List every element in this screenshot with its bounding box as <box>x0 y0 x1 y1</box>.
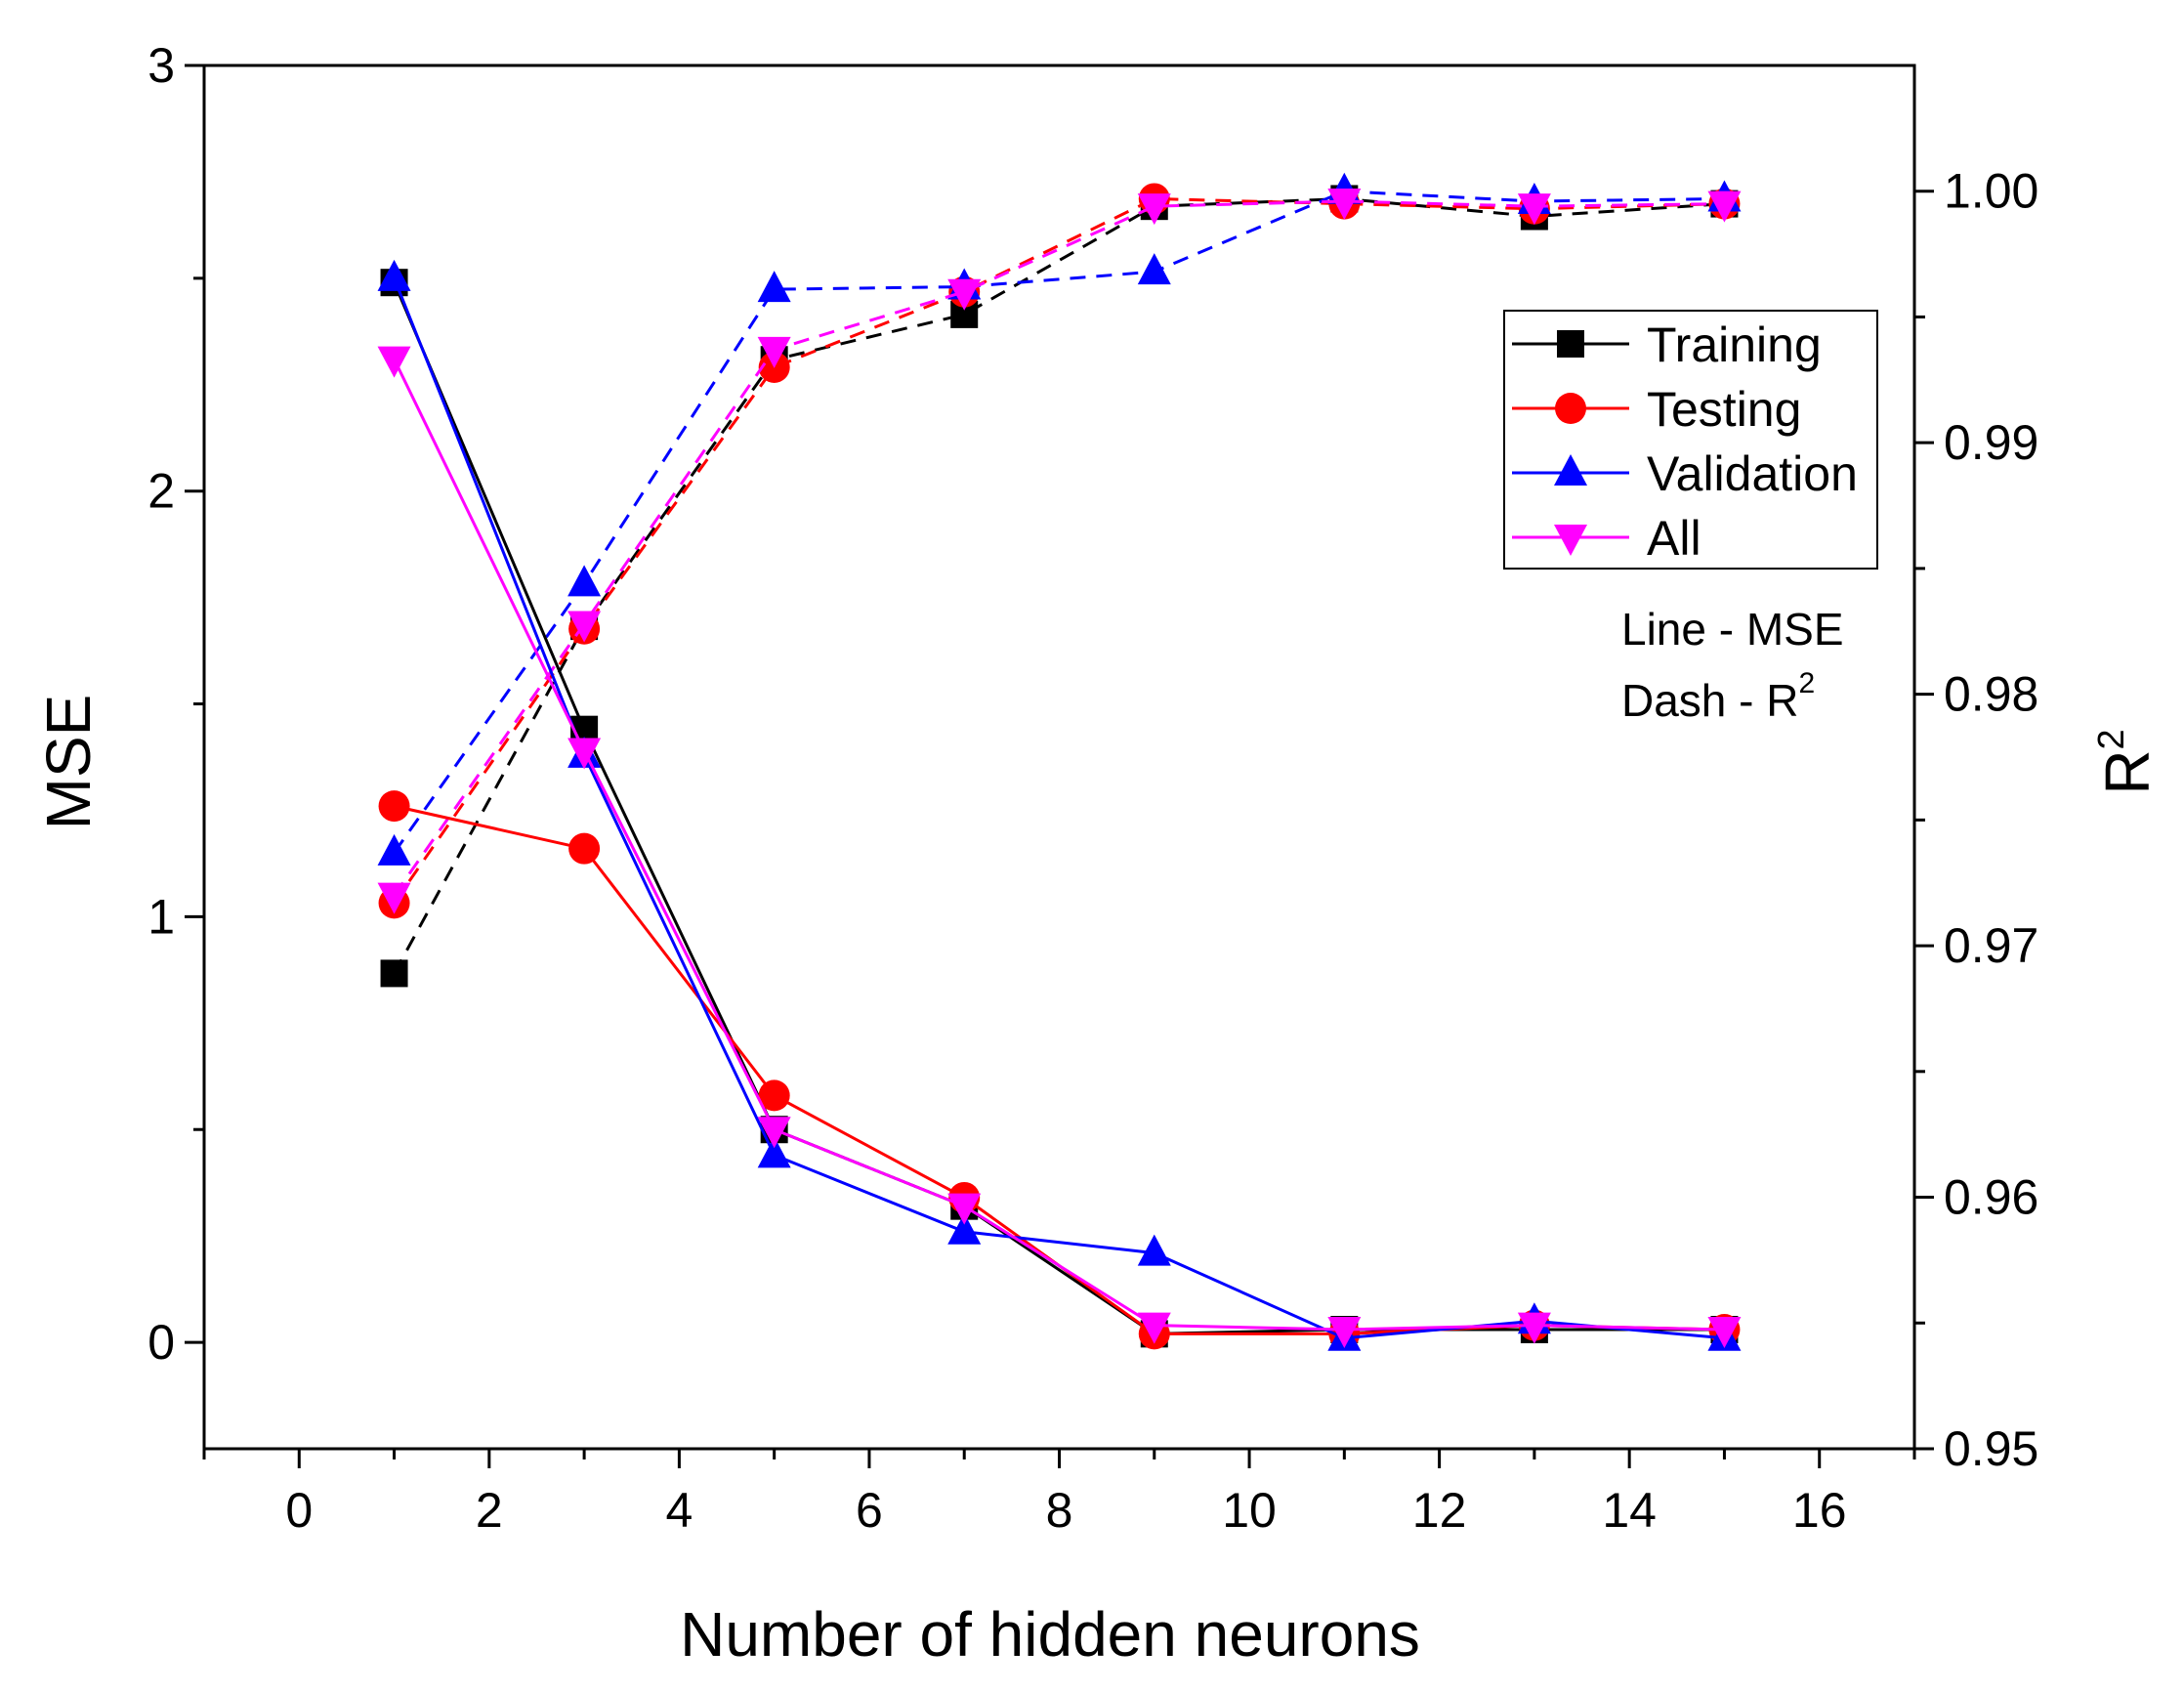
r2-point-validation <box>1137 253 1171 285</box>
mse-line-validation <box>393 277 1725 1340</box>
legend-label-testing: Testing <box>1647 382 1801 437</box>
r2-point-validation <box>757 271 791 303</box>
x-tick-label: 0 <box>285 1483 313 1538</box>
mse-point-all <box>1517 1312 1551 1344</box>
series-layer <box>377 172 1742 1351</box>
dash-note-base: Dash - R <box>1621 675 1798 726</box>
x-axis: 0 2 4 6 8 10 12 14 16 <box>202 1449 1916 1538</box>
mse-point-all <box>567 738 602 770</box>
legend-label-all: All <box>1647 511 1701 566</box>
y-tick-label: 1 <box>147 889 175 944</box>
x-tick-label: 10 <box>1222 1483 1277 1538</box>
legend: Training Testing Validation All <box>1503 310 1878 570</box>
annotations: Line - MSE Dash - R2 <box>1621 604 1844 726</box>
r2-point-all <box>1327 189 1362 221</box>
y2-axis-title: R2 <box>2091 729 2163 794</box>
r2-point-validation <box>377 833 411 866</box>
r2-line-training <box>393 196 1725 975</box>
mse-line-training <box>393 281 1725 1335</box>
y-axis-r2: 0.95 0.96 0.97 0.98 0.99 1.00 <box>1914 164 2038 1476</box>
mse-line-all <box>393 358 1725 1332</box>
r2-series-all <box>377 189 1742 914</box>
r2-point-all <box>947 278 982 311</box>
x-tick-label: 14 <box>1602 1483 1657 1538</box>
legend-label-validation: Validation <box>1647 446 1858 501</box>
mse-point-validation <box>1137 1234 1171 1266</box>
mse-point-all <box>1327 1317 1362 1349</box>
mse-point-validation <box>757 1136 791 1168</box>
r2-point-all <box>1517 193 1551 226</box>
x-tick-label: 8 <box>1046 1483 1073 1538</box>
x-tick-label: 2 <box>476 1483 503 1538</box>
legend-marker-validation <box>1554 454 1587 486</box>
dash-note: Dash - R2 <box>1621 667 1815 726</box>
line-note: Line - MSE <box>1621 604 1844 655</box>
r2-point-all <box>567 611 602 643</box>
y2-axis-title-base: R <box>2092 749 2163 794</box>
y2-tick-label: 0.99 <box>1944 415 2038 470</box>
legend-marker-all <box>1554 525 1587 556</box>
mse-point-all <box>1707 1317 1742 1349</box>
x-tick-label: 4 <box>665 1483 693 1538</box>
y-tick-label: 3 <box>147 38 175 93</box>
x-tick-label: 16 <box>1792 1483 1847 1538</box>
r2-point-training <box>380 959 408 988</box>
r2-point-all <box>1137 193 1171 226</box>
x-axis-title: Number of hidden neurons <box>680 1599 1420 1670</box>
legend-marker-testing <box>1555 393 1586 424</box>
mse-point-testing <box>378 790 410 823</box>
y-axis-title: MSE <box>33 695 104 830</box>
x-tick-label: 6 <box>856 1483 883 1538</box>
y2-tick-label: 1.00 <box>1944 164 2038 219</box>
legend-label-training: Training <box>1647 317 1822 372</box>
r2-point-all <box>1707 190 1742 223</box>
x-tick-label: 12 <box>1412 1483 1467 1538</box>
y-tick-label: 0 <box>147 1315 175 1370</box>
mse-series-all <box>377 346 1742 1349</box>
dash-note-sup: 2 <box>1798 667 1815 699</box>
y2-tick-label: 0.98 <box>1944 667 2038 722</box>
mse-point-all <box>947 1193 982 1225</box>
y2-tick-label: 0.97 <box>1944 918 2038 973</box>
mse-point-testing <box>568 832 601 865</box>
mse-point-all <box>757 1117 791 1149</box>
r2-point-validation <box>567 565 602 597</box>
mse-point-testing <box>758 1079 790 1112</box>
r2-point-all <box>377 882 411 914</box>
y2-axis-title-sup: 2 <box>2091 729 2132 749</box>
mse-point-validation <box>947 1212 982 1245</box>
y2-tick-label: 0.96 <box>1944 1170 2038 1225</box>
mse-line-testing <box>394 804 1725 1335</box>
mse-point-all <box>377 346 411 378</box>
y-axis-mse: 0 1 2 3 <box>147 38 204 1370</box>
y-tick-label: 2 <box>147 464 175 519</box>
legend-marker-training <box>1557 330 1584 358</box>
r2-line-validation <box>393 190 1725 854</box>
y2-tick-label: 0.95 <box>1944 1421 2038 1476</box>
r2-point-all <box>757 336 791 368</box>
mse-point-all <box>1137 1312 1171 1344</box>
mse-point-validation <box>377 259 411 291</box>
